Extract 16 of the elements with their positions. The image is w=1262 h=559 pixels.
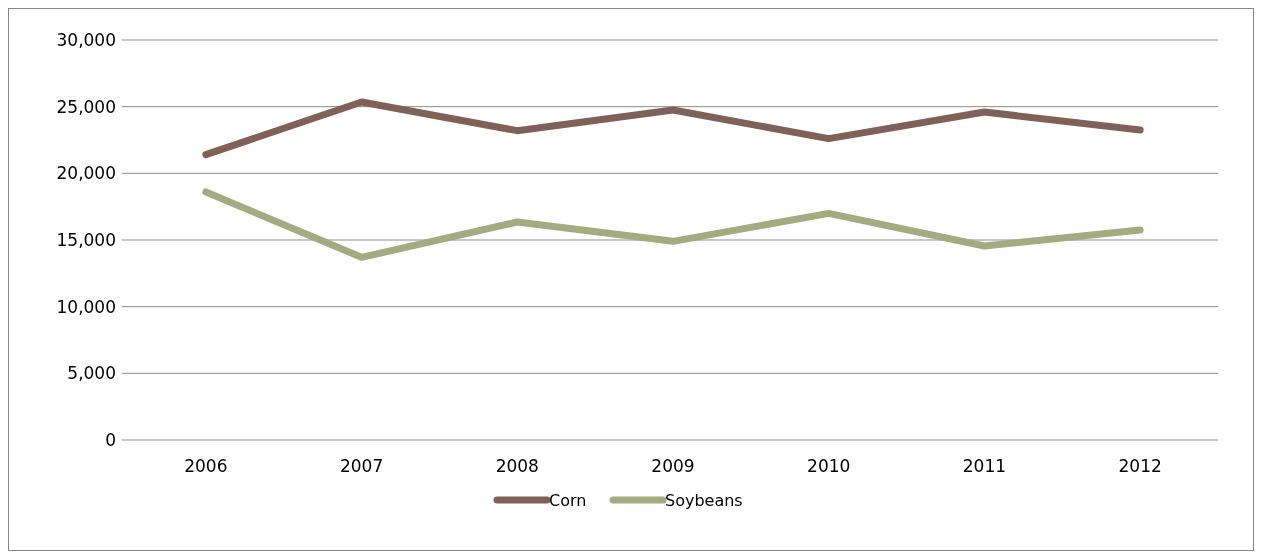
legend-label: Soybeans <box>665 490 743 510</box>
x-tick-label: 2011 <box>962 456 1007 476</box>
y-tick-label: 25,000 <box>56 96 116 117</box>
x-tick-label: 2009 <box>651 456 695 476</box>
y-tick-label: 20,000 <box>56 163 116 184</box>
legend-label: Corn <box>549 490 587 510</box>
y-tick-label: 0 <box>105 429 116 450</box>
x-tick-label: 2012 <box>1118 456 1162 476</box>
y-tick-label: 15,000 <box>56 229 116 250</box>
x-tick-label: 2006 <box>184 456 228 476</box>
y-tick-label: 10,000 <box>56 296 116 317</box>
y-tick-label: 5,000 <box>67 363 116 384</box>
x-tick-label: 2010 <box>807 456 851 476</box>
x-tick-label: 2007 <box>339 456 384 476</box>
y-tick-label: 30,000 <box>56 29 116 50</box>
x-tick-label: 2008 <box>495 456 539 476</box>
